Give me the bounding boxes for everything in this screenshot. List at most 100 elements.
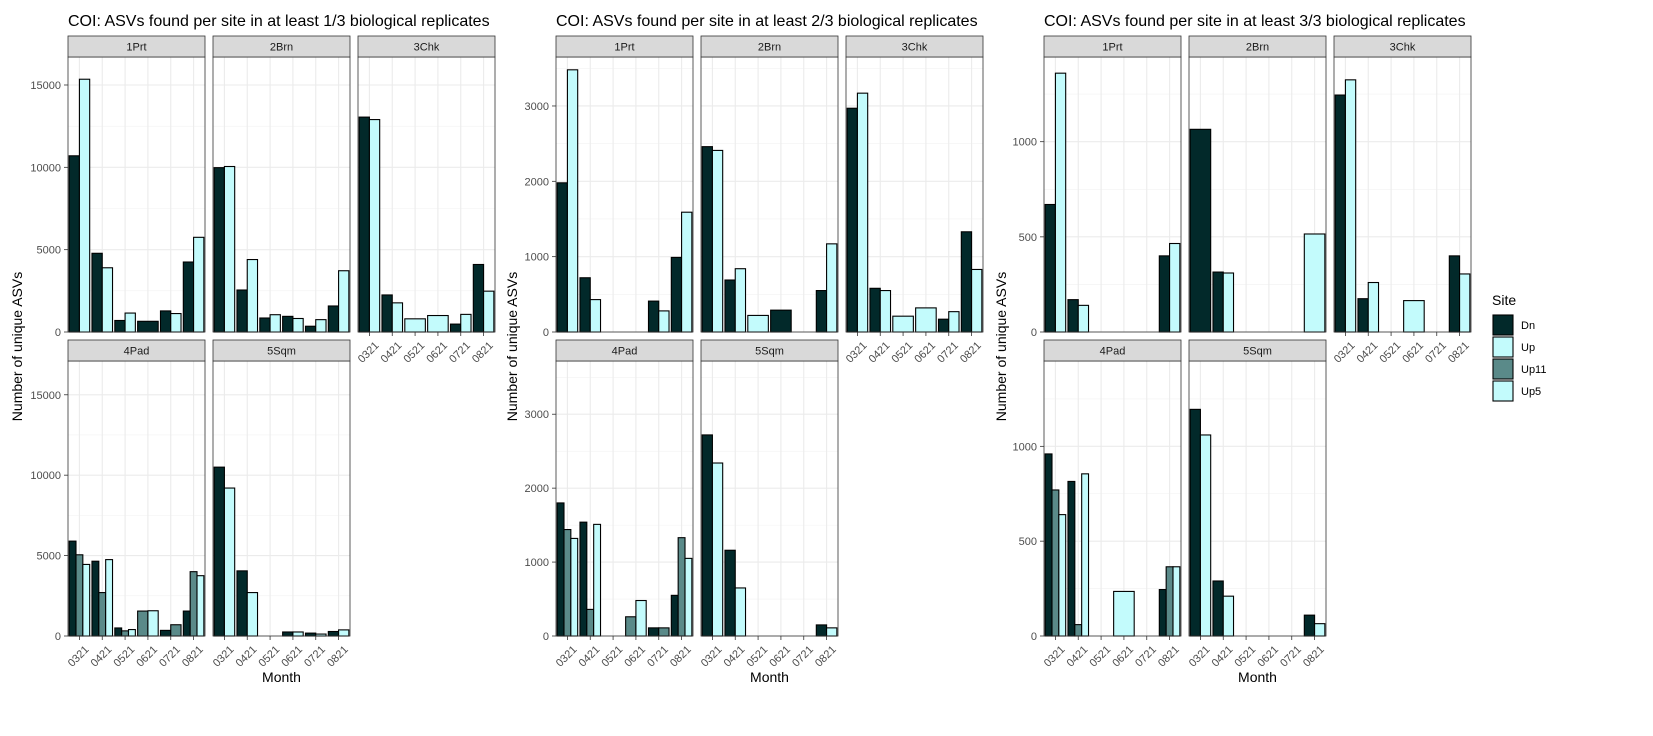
- bar-3chk-0821-dn: [1448, 255, 1461, 333]
- x-tick-label: 0321: [1187, 644, 1213, 670]
- facet-background: [213, 57, 350, 332]
- x-tick-label: 0821: [813, 644, 839, 670]
- bar-1prt-0821-up: [1169, 242, 1181, 333]
- facet-strip: [700, 35, 839, 58]
- x-tick-label: 0321: [1332, 340, 1358, 366]
- legend: Site Dn Up Up11 Up5: [1492, 292, 1546, 402]
- facet-strip: [1043, 339, 1182, 362]
- bar-5sqm-0421-up: [1222, 595, 1235, 637]
- legend-label-up5: Up5: [1521, 386, 1541, 398]
- x-axis-title: Month: [750, 669, 789, 685]
- facet-background: [1189, 57, 1326, 332]
- bar-3chk-0521-up: [404, 318, 426, 333]
- bar-3chk-0321-up: [1344, 79, 1357, 333]
- x-tick-label: 0421: [867, 340, 893, 366]
- bar-4pad-0621-up5: [635, 599, 647, 637]
- bar-4pad-0821-up5: [1172, 566, 1181, 637]
- y-tick-label: 15000: [30, 390, 61, 402]
- y-tick-label: 10000: [30, 162, 61, 174]
- bar-4pad-0621-up5: [1113, 590, 1135, 637]
- bar-4pad-0321-dn: [68, 540, 77, 637]
- bar-5sqm-0321-up: [223, 487, 236, 637]
- y-tick-label: 1000: [1013, 137, 1037, 149]
- y-axis-title: Number of unique ASVs: [9, 272, 25, 421]
- facet-background: [846, 57, 983, 332]
- facet-strip-label: 1Prt: [126, 42, 146, 54]
- bar-3chk-0521-up: [892, 315, 914, 333]
- bar-1prt-0321-up: [566, 69, 579, 333]
- bar-2brn-0621-dn: [282, 315, 294, 333]
- bar-3chk-0621-up: [427, 314, 449, 333]
- bar-2brn-0321-up: [711, 149, 724, 333]
- bar-4pad-0621-up11: [625, 616, 637, 637]
- bar-2brn-0421-dn: [724, 279, 736, 333]
- x-tick-label: 0421: [379, 340, 405, 366]
- facet-background: [1189, 361, 1326, 636]
- bar-5sqm-0421-dn: [724, 549, 736, 637]
- facet-strip: [1188, 35, 1327, 58]
- x-tick-label: 0721: [447, 340, 473, 366]
- bar-2brn-0821-up: [338, 270, 350, 333]
- x-tick-label: 0321: [356, 340, 382, 366]
- x-tick-label: 0521: [744, 644, 770, 670]
- y-tick-label: 0: [1031, 631, 1037, 643]
- facet-strip: [1043, 35, 1182, 58]
- y-tick-label: 1000: [525, 557, 549, 569]
- bar-5sqm-0321-up: [711, 462, 724, 637]
- x-tick-label: 0721: [1133, 644, 1159, 670]
- legend-swatch-up: [1492, 336, 1514, 358]
- bar-1prt-0321-up: [1054, 72, 1067, 333]
- y-tick-label: 0: [543, 631, 549, 643]
- facet-strip-label: 4Pad: [1100, 346, 1126, 358]
- panel-title: COI: ASVs found per site in at least 3/3…: [1044, 13, 1466, 30]
- bar-5sqm-0721-dn: [304, 632, 317, 637]
- y-tick-label: 0: [543, 327, 549, 339]
- bar-5sqm-0821-up: [826, 627, 838, 637]
- x-tick-label: 0421: [1210, 644, 1236, 670]
- facet-strip: [1188, 339, 1327, 362]
- bar-2brn-0721-up: [315, 319, 327, 333]
- facet-strip-label: 5Sqm: [267, 346, 296, 358]
- y-tick-label: 2000: [525, 176, 549, 188]
- facet-background: [556, 57, 693, 332]
- x-tick-label: 0321: [554, 644, 580, 670]
- panel-title: COI: ASVs found per site in at least 1/3…: [68, 13, 490, 30]
- bar-4pad-0421-up5: [593, 523, 602, 637]
- bar-5sqm-0321-up: [1199, 434, 1212, 637]
- bar-4pad-0821-up11: [677, 537, 686, 637]
- bar-1prt-0521-up: [124, 312, 136, 333]
- bar-3chk-0821-up: [1459, 273, 1471, 333]
- bar-3chk-0321-dn: [358, 116, 370, 333]
- bar-4pad-0621-up5: [147, 610, 159, 637]
- bar-4pad-0821-up11: [189, 571, 198, 637]
- bar-3chk-0321-up: [368, 119, 381, 333]
- bar-3chk-0421-up: [391, 302, 404, 333]
- bar-1prt-0821-dn: [670, 256, 683, 333]
- facet-background: [1044, 361, 1181, 636]
- x-tick-label: 0721: [157, 644, 183, 670]
- bar-4pad-0821-up11: [1165, 566, 1174, 637]
- x-tick-label: 0821: [668, 644, 694, 670]
- bar-4pad-0421-up5: [105, 559, 114, 637]
- bar-2brn-0421-up: [734, 268, 747, 333]
- facet-background: [1334, 57, 1471, 332]
- bar-3chk-0821-dn: [960, 231, 973, 333]
- x-tick-label: 0721: [935, 340, 961, 366]
- y-axis-title: Number of unique ASVs: [993, 272, 1009, 421]
- bar-3chk-0721-up: [460, 313, 472, 333]
- x-tick-label: 0321: [699, 644, 725, 670]
- bar-1prt-0721-dn: [647, 300, 660, 333]
- x-tick-label: 0521: [599, 644, 625, 670]
- bar-3chk-0821-up: [971, 268, 983, 333]
- bar-3chk-0321-dn: [1334, 94, 1346, 333]
- bar-5sqm-0421-dn: [1212, 580, 1224, 637]
- legend-swatch-up5: [1492, 380, 1514, 402]
- chart-panel-2: COI: ASVs found per site in at least 2/3…: [504, 13, 984, 685]
- bar-4pad-0421-dn: [91, 560, 100, 637]
- facet-background: [701, 361, 838, 636]
- bar-5sqm-0821-up: [1314, 623, 1326, 637]
- bar-2brn-0321-dn: [701, 146, 713, 333]
- y-tick-label: 3000: [525, 409, 549, 421]
- x-tick-label: 0521: [1377, 340, 1403, 366]
- bar-5sqm-0421-up: [246, 592, 259, 637]
